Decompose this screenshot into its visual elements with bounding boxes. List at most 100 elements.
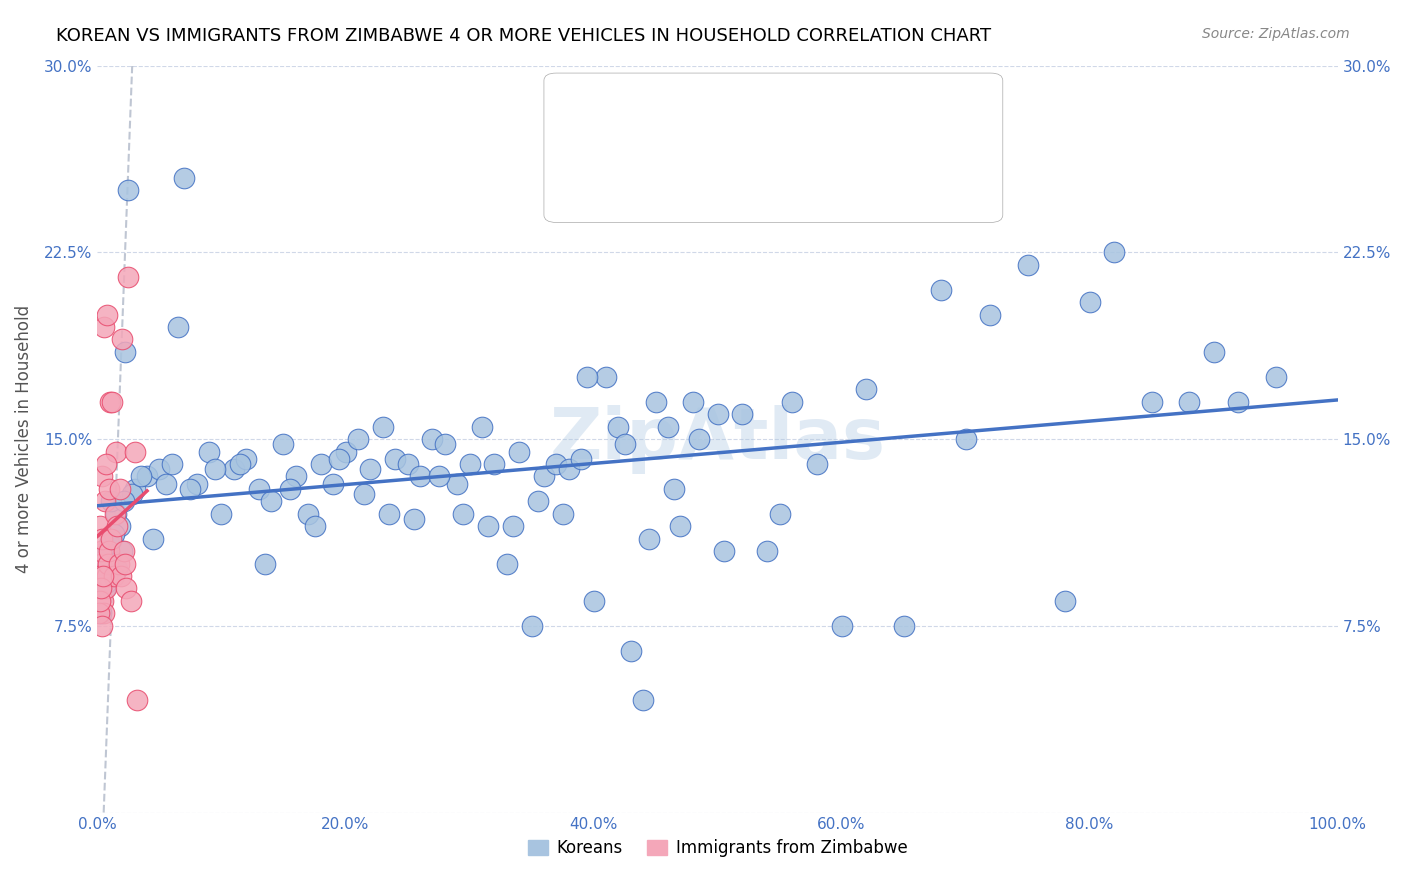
- Point: [309, 457, 332, 471]
- Point: [148, 462, 170, 476]
- Text: KOREAN VS IMMIGRANTS FROM ZIMBABWE 4 OR MORE VEHICLES IN HOUSEHOLD CORRELATION C: KOREAN VS IMMIGRANTS FROM ZIMBABWE 4 OR …: [56, 27, 991, 45]
- Point: [768, 507, 790, 521]
- Point: [371, 419, 394, 434]
- Point: [595, 369, 617, 384]
- FancyBboxPatch shape: [544, 73, 1002, 222]
- Point: [607, 419, 630, 434]
- Point: [638, 532, 661, 546]
- Point: [107, 557, 129, 571]
- Point: [1017, 258, 1039, 272]
- Point: [100, 494, 122, 508]
- Point: [1140, 394, 1163, 409]
- Point: [657, 419, 679, 434]
- Point: [446, 476, 468, 491]
- Point: [100, 532, 122, 546]
- Point: [1178, 394, 1201, 409]
- Point: [96, 557, 118, 571]
- Point: [117, 270, 139, 285]
- Point: [93, 569, 115, 583]
- Point: [94, 494, 117, 508]
- Point: [101, 532, 124, 546]
- Point: [569, 452, 592, 467]
- Point: [93, 569, 115, 583]
- Point: [115, 582, 138, 596]
- Point: [89, 569, 111, 583]
- Text: Source: ZipAtlas.com: Source: ZipAtlas.com: [1202, 27, 1350, 41]
- Point: [96, 308, 118, 322]
- Point: [631, 693, 654, 707]
- Point: [706, 407, 728, 421]
- Point: [1202, 345, 1225, 359]
- Point: [731, 407, 754, 421]
- Point: [96, 457, 118, 471]
- Point: [1104, 245, 1126, 260]
- Point: [97, 482, 120, 496]
- Point: [179, 482, 201, 496]
- Point: [644, 394, 666, 409]
- Point: [433, 437, 456, 451]
- Point: [713, 544, 735, 558]
- Point: [155, 476, 177, 491]
- Point: [322, 476, 344, 491]
- Point: [273, 437, 295, 451]
- Point: [502, 519, 524, 533]
- Point: [105, 561, 128, 575]
- Point: [551, 507, 574, 521]
- Point: [558, 462, 581, 476]
- Point: [484, 457, 506, 471]
- Text: ZipAtlas: ZipAtlas: [550, 405, 886, 474]
- Point: [453, 507, 475, 521]
- Point: [160, 457, 183, 471]
- Point: [855, 382, 877, 396]
- Point: [124, 482, 146, 496]
- Point: [613, 437, 636, 451]
- Point: [101, 394, 124, 409]
- Point: [112, 544, 135, 558]
- Point: [620, 643, 643, 657]
- Point: [495, 557, 517, 571]
- Point: [353, 487, 375, 501]
- Point: [111, 544, 134, 558]
- Point: [186, 476, 208, 491]
- Point: [526, 494, 548, 508]
- Point: [98, 544, 121, 558]
- Point: [110, 569, 132, 583]
- Point: [1264, 369, 1286, 384]
- Point: [117, 183, 139, 197]
- Point: [93, 607, 115, 621]
- Point: [347, 432, 370, 446]
- Point: [831, 619, 853, 633]
- Y-axis label: 4 or more Vehicles in Household: 4 or more Vehicles in Household: [15, 305, 32, 574]
- Point: [662, 482, 685, 496]
- Point: [87, 607, 110, 621]
- Point: [121, 487, 143, 501]
- Point: [780, 394, 803, 409]
- Point: [90, 557, 112, 571]
- Point: [114, 345, 136, 359]
- Point: [90, 544, 112, 558]
- Point: [94, 582, 117, 596]
- Point: [98, 551, 121, 566]
- Point: [420, 432, 443, 446]
- Point: [222, 462, 245, 476]
- Point: [477, 519, 499, 533]
- Point: [105, 444, 128, 458]
- Point: [508, 444, 530, 458]
- Point: [458, 457, 481, 471]
- Point: [104, 507, 127, 521]
- Point: [253, 557, 276, 571]
- Point: [93, 320, 115, 334]
- Point: [328, 452, 350, 467]
- Point: [359, 462, 381, 476]
- Point: [94, 582, 117, 596]
- Point: [1053, 594, 1076, 608]
- Point: [929, 283, 952, 297]
- Legend: R = 0.386   N = 111, R = 0.465   N = 39: R = 0.386 N = 111, R = 0.465 N = 39: [659, 89, 900, 160]
- Point: [204, 462, 226, 476]
- Point: [284, 469, 307, 483]
- Point: [90, 582, 112, 596]
- Point: [235, 452, 257, 467]
- Point: [396, 457, 419, 471]
- Point: [806, 457, 828, 471]
- Point: [120, 594, 142, 608]
